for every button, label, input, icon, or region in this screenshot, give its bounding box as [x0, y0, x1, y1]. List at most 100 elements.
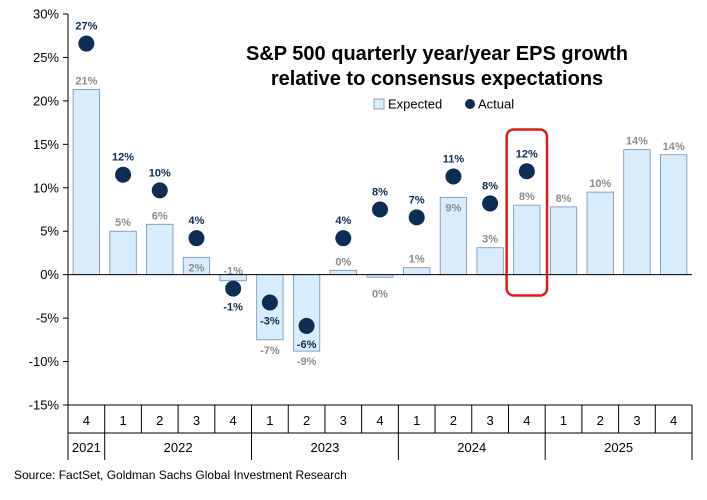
actual-label: 8% [372, 187, 388, 199]
highlight-box [505, 128, 549, 297]
actual-label: 12% [112, 152, 134, 164]
x-axis: 4 1 2 3 4 1 2 3 4 1 2 3 4 1 2 3 4 2021 2022 2023 2024 2025 [67, 274, 693, 460]
actual-label: -1% [223, 302, 243, 314]
expected-label: 21% [75, 76, 97, 88]
expected-label: -1% [223, 266, 243, 278]
expected-label: 14% [663, 141, 685, 153]
actual-label: 11% [443, 153, 465, 165]
chart-title: S&P 500 quarterly year/year EPS growth re… [246, 43, 628, 90]
quarter-label: 4 [83, 413, 90, 428]
y-tick-label: -15% [29, 398, 60, 413]
actual-dot [225, 280, 242, 297]
expected-label: 8% [556, 193, 572, 205]
year-label: 2021 [72, 440, 101, 455]
expected-bar [586, 191, 614, 276]
quarter-label: 3 [193, 413, 200, 428]
expected-bar [549, 206, 578, 276]
actual-dot [115, 166, 132, 183]
quarter-label: 2 [156, 413, 163, 428]
year-label: 2023 [310, 440, 339, 455]
expected-label: 9% [445, 202, 461, 214]
actual-label: 4% [335, 215, 351, 227]
quarter-label: 1 [560, 413, 567, 428]
expected-bar [292, 274, 321, 352]
actual-label: 4% [189, 215, 205, 227]
quarter-label: 4 [230, 413, 237, 428]
actual-dot [518, 163, 535, 180]
actual-dot [261, 294, 278, 311]
y-tick-label: 25% [33, 50, 59, 65]
quarter-label: 1 [119, 413, 126, 428]
quarter-label: 3 [487, 413, 494, 428]
actual-dot [372, 201, 388, 218]
expected-bar [439, 196, 468, 276]
year-label: 2024 [457, 440, 486, 455]
expected-label: 3% [482, 234, 498, 246]
expected-label: 14% [626, 136, 648, 148]
expected-label: -7% [260, 345, 280, 357]
expected-label: 1% [409, 254, 425, 266]
year-label: 2025 [604, 440, 633, 455]
y-axis: -15% -10% -5% 0% 5% 10% 15% 20% 25% 30% [29, 7, 69, 413]
year-label: 2022 [164, 440, 193, 455]
expected-bar [146, 223, 174, 276]
quarter-label: 1 [413, 413, 420, 428]
title-line: S&P 500 quarterly year/year EPS growth [246, 43, 628, 65]
actual-label: 12% [516, 148, 538, 160]
chart-legend: Expected Actual [373, 97, 514, 112]
expected-label: 2% [189, 262, 205, 274]
actual-label: 7% [409, 194, 425, 206]
quarter-label: 4 [670, 413, 677, 428]
quarter-label: 4 [376, 413, 383, 428]
actual-dot [188, 230, 205, 247]
y-tick-label: -5% [36, 311, 60, 326]
actual-dot [482, 195, 499, 212]
data-labels: 21% 5% 6% 2% -1% -7% -9% 0% 0% 1% 9% 3% 8% 8% 10% 14% 14… [75, 21, 685, 369]
y-tick-label: 5% [40, 224, 59, 239]
quarter-label: 3 [633, 413, 640, 428]
y-tick-label: -10% [29, 354, 60, 369]
actual-dot [78, 35, 95, 52]
legend-actual-swatch [465, 99, 475, 109]
expected-label: 0% [372, 288, 388, 300]
expected-bar [476, 247, 504, 276]
actual-dots [78, 35, 535, 334]
expected-label: 10% [589, 178, 611, 190]
y-tick-label: 30% [33, 7, 59, 22]
quarter-label: 2 [303, 413, 310, 428]
legend-expected-swatch [373, 98, 385, 110]
expected-label: -9% [297, 356, 317, 368]
actual-dot [335, 230, 352, 247]
actual-dot [445, 168, 462, 185]
expected-bars [72, 89, 688, 352]
quarter-label: 3 [340, 413, 347, 428]
expected-label: 0% [335, 256, 351, 268]
actual-label: 10% [149, 167, 171, 179]
y-tick-label: 20% [33, 93, 59, 108]
y-tick-label: 10% [33, 180, 59, 195]
actual-label: 8% [482, 180, 498, 192]
actual-label: -6% [297, 339, 317, 351]
quarter-label: 2 [597, 413, 604, 428]
expected-bar [109, 230, 137, 276]
expected-bar [623, 149, 651, 276]
quarter-label: 4 [523, 413, 530, 428]
actual-label: -3% [260, 315, 280, 327]
actual-dot [151, 182, 168, 199]
expected-bar [660, 154, 688, 276]
expected-label: 5% [115, 217, 131, 229]
highlight-rect [505, 128, 549, 297]
quarter-label: 2 [450, 413, 457, 428]
expected-label: 8% [519, 191, 535, 203]
expected-label: 6% [152, 210, 168, 222]
expected-bar [403, 267, 431, 276]
y-tick-label: 0% [40, 267, 59, 282]
expected-bar [72, 89, 100, 276]
expected-bar [513, 204, 541, 276]
title-line: relative to consensus expectations [271, 68, 603, 90]
legend-actual-label: Actual [478, 97, 514, 112]
actual-dot [298, 317, 315, 334]
y-tick-label: 15% [33, 137, 59, 152]
actual-dot [408, 209, 425, 226]
